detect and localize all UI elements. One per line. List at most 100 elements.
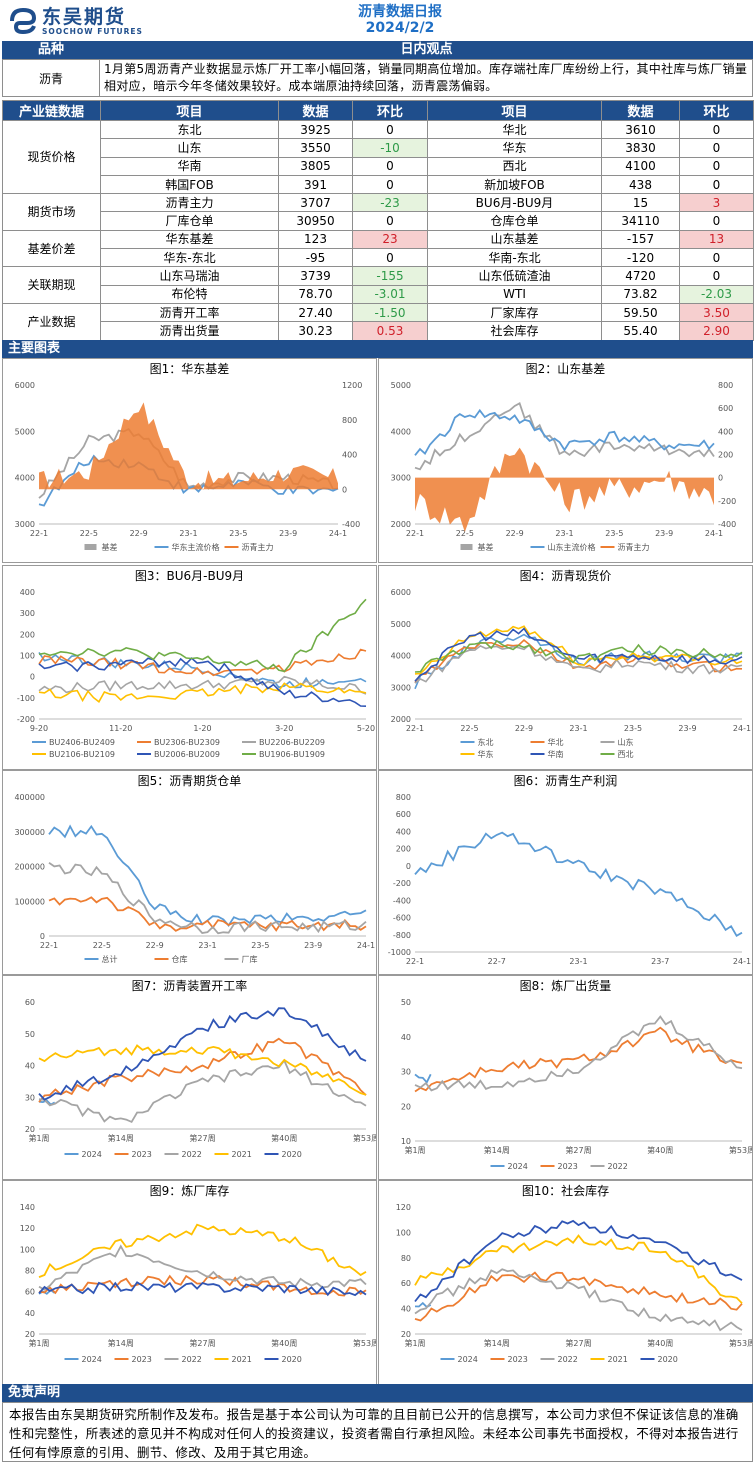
series-line-0 xyxy=(48,824,367,928)
change-cell: 0 xyxy=(679,119,754,140)
x-tick-label: 第40周 xyxy=(647,1338,673,1348)
legend-label: 厂库 xyxy=(242,954,258,964)
x-tick-label: 第14周 xyxy=(108,1338,134,1348)
category-cell: 关联期现 xyxy=(2,266,101,304)
item-cell: BU6月-BU9月 xyxy=(427,193,602,213)
x-tick-label: 第53周 xyxy=(353,1133,376,1143)
y-tick-label: 40 xyxy=(401,1033,411,1042)
legend-label: 华东主流价格 xyxy=(172,542,220,552)
item-cell: 山东低硫渣油 xyxy=(427,266,602,286)
x-tick-label: 3-20 xyxy=(275,724,293,733)
chart-svg: 400000 300000 200000 100000 022-1 22-5 22-9 23-… xyxy=(14,793,375,964)
change-cell: 23 xyxy=(352,229,428,250)
item-cell: 厂库仓单 xyxy=(100,211,279,231)
y-tick-label: 4000 xyxy=(391,427,411,436)
item-cell: 华南 xyxy=(100,156,279,176)
change-cell: 0 xyxy=(352,156,428,176)
x-tick-label: 第27周 xyxy=(565,1145,591,1155)
series-area-2 xyxy=(415,447,714,533)
x-tick-label: 24-1 xyxy=(357,941,375,950)
table-row: 韩国FOB 391 0 新加坡FOB 438 0 xyxy=(3,174,754,195)
x-tick-label: 第14周 xyxy=(108,1133,134,1143)
table-header-row: 产业链数据 项目 数据 环比 项目 数据 环比 xyxy=(2,100,754,121)
change-cell: 0 xyxy=(352,174,428,195)
charts-section-bar: 主要图表 xyxy=(2,340,753,358)
x-tick-label: 第40周 xyxy=(271,1338,297,1348)
legend-label: 仓库 xyxy=(172,954,188,964)
x-tick-label: 22-1 xyxy=(40,941,58,950)
series-line-0 xyxy=(414,1073,432,1084)
y-tick-label: 6000 xyxy=(391,588,411,597)
x-tick-label: 22-5 xyxy=(93,941,111,950)
item-cell: 东北 xyxy=(100,119,279,140)
value-cell: 3805 xyxy=(278,156,353,176)
x-tick-label: 第1周 xyxy=(404,1338,425,1348)
x-tick-label: 22-1 xyxy=(406,724,424,733)
series-line-5 xyxy=(414,639,743,673)
y-tick-label: 4000 xyxy=(391,652,411,661)
legend-label: 2021 xyxy=(608,1355,628,1364)
x-tick-label: 23-5 xyxy=(251,941,269,950)
table-row: 华东-东北 -95 0 华南-东北 -120 0 xyxy=(3,248,754,268)
series-line-2 xyxy=(414,643,743,684)
y-tick-label: 100 xyxy=(20,652,35,661)
series-line-3 xyxy=(38,1044,367,1096)
logo-text-en: SOOCHOW FUTURES xyxy=(42,26,143,36)
th-change: 环比 xyxy=(352,100,428,121)
x-tick-label: 22-5 xyxy=(80,529,98,538)
series-line-3 xyxy=(38,1223,367,1278)
value-cell: 4100 xyxy=(601,156,680,176)
legend-label: 2020 xyxy=(658,1355,678,1364)
y-tick-label: 60 xyxy=(25,998,35,1007)
chart-title: 图4：沥青现货价 xyxy=(519,569,612,583)
change-cell: 0 xyxy=(352,211,428,231)
legend-label: 2023 xyxy=(132,1150,152,1159)
x-tick-label: 24-1 xyxy=(705,529,723,538)
y-tick-label: -200 xyxy=(393,879,411,888)
y-tick-label: 600 xyxy=(396,810,411,819)
change-cell: -1.50 xyxy=(352,302,428,323)
y-tick-label: 4000 xyxy=(15,474,35,483)
chart-title: 图2：山东基差 xyxy=(525,362,606,376)
table-row: 关联期现 山东马瑞油 3739 -155 山东低硫渣油 4720 0 xyxy=(2,266,754,304)
series-line-2 xyxy=(38,1244,367,1291)
legend-label: 基差 xyxy=(478,542,494,552)
y-tick-label: 80 xyxy=(25,1267,35,1276)
report-title-text: 沥青数据日报 xyxy=(358,4,442,20)
legend-label: 2024 xyxy=(508,1162,528,1171)
legend-swatch xyxy=(84,544,97,550)
y2-tick-label: 200 xyxy=(718,451,733,460)
th-item: 项目 xyxy=(100,100,279,121)
legend-label: 2023 xyxy=(508,1355,528,1364)
change-cell: 0 xyxy=(679,211,754,231)
y-tick-label: 50 xyxy=(25,1030,35,1039)
y-tick-label: 100000 xyxy=(14,897,45,906)
series-line-1 xyxy=(414,1026,743,1093)
y-tick-label: 200 xyxy=(396,845,411,854)
y-tick-label: 400 xyxy=(396,827,411,836)
y-tick-label: 20 xyxy=(401,1330,411,1339)
item-cell: 沥青主力 xyxy=(100,193,279,213)
change-cell: -2.03 xyxy=(679,284,754,304)
x-tick-label: 22-1 xyxy=(406,529,424,538)
y-tick-label: 30 xyxy=(401,1068,411,1077)
y-tick-label: -800 xyxy=(393,931,411,940)
value-cell: 27.40 xyxy=(278,302,353,323)
legend-label: 2020 xyxy=(282,1150,302,1159)
th-chain: 产业链数据 xyxy=(2,100,101,121)
y-tick-label: 200000 xyxy=(14,863,45,872)
y-tick-label: 400000 xyxy=(14,793,45,802)
x-tick-label: 第40周 xyxy=(271,1133,297,1143)
x-tick-label: 23-9 xyxy=(304,941,322,950)
series-line-1 xyxy=(38,1037,367,1103)
x-tick-label: 23-5 xyxy=(229,529,247,538)
y-tick-label: 5000 xyxy=(391,620,411,629)
item-cell: 山东基差 xyxy=(427,229,602,250)
item-cell: 西北 xyxy=(427,156,602,176)
th-item-2: 项目 xyxy=(427,100,602,121)
value-cell: 3739 xyxy=(278,266,353,286)
category-cell: 现货价格 xyxy=(2,119,101,195)
legend-label: 2023 xyxy=(132,1355,152,1364)
series-line-4 xyxy=(414,1219,743,1303)
